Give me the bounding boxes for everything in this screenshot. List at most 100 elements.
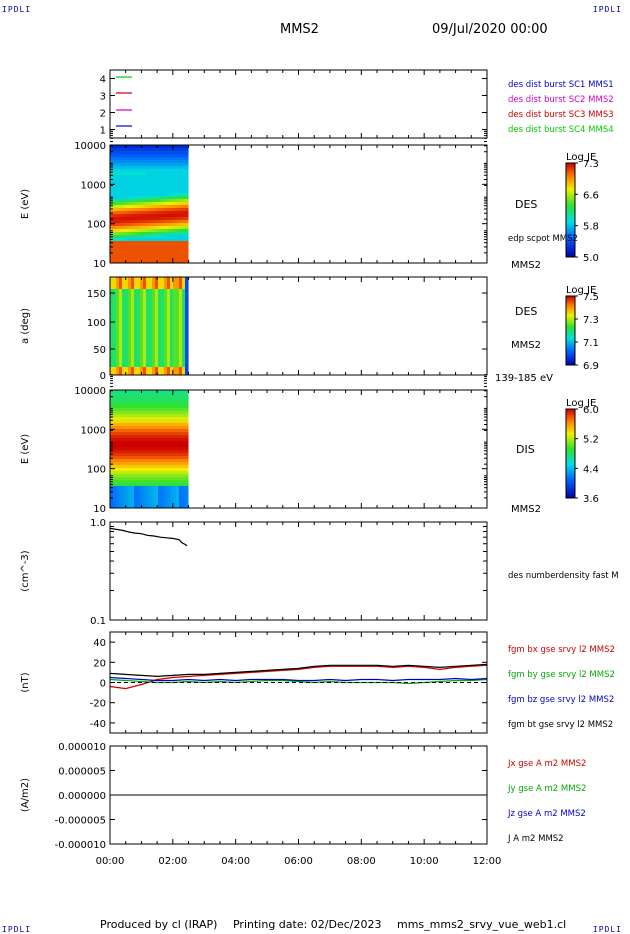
heatmap-cell — [140, 498, 143, 501]
heatmap-cell — [167, 420, 170, 423]
heatmap-cell — [158, 292, 161, 295]
heatmap-cell — [134, 277, 137, 280]
heatmap-cell — [140, 495, 143, 498]
heatmap-cell — [110, 319, 113, 322]
heatmap-cell — [185, 244, 188, 247]
heatmap-cell — [137, 337, 140, 340]
heatmap-cell — [188, 447, 189, 450]
heatmap-cell — [182, 471, 185, 474]
heatmap-cell — [110, 181, 113, 184]
heatmap-cell — [170, 432, 173, 435]
heatmap-cell — [137, 450, 140, 453]
heatmap-cell — [110, 456, 113, 459]
heatmap-cell — [122, 157, 125, 160]
heatmap-cell — [179, 244, 182, 247]
heatmap-cell — [173, 393, 176, 396]
heatmap-cell — [185, 435, 188, 438]
heatmap-cell — [125, 396, 128, 399]
heatmap-cell — [170, 504, 173, 507]
heatmap-cell — [155, 429, 158, 432]
heatmap-cell — [137, 301, 140, 304]
heatmap-cell — [134, 223, 137, 226]
heatmap-cell — [137, 208, 140, 211]
heatmap-cell — [149, 301, 152, 304]
heatmap-cell — [134, 196, 137, 199]
heatmap-cell — [137, 432, 140, 435]
heatmap-cell — [188, 151, 189, 154]
heatmap-cell — [140, 337, 143, 340]
heatmap-cell — [110, 289, 113, 292]
heatmap-cell — [113, 346, 116, 349]
heatmap-cell — [149, 199, 152, 202]
heatmap-cell — [143, 178, 146, 181]
heatmap-cell — [122, 453, 125, 456]
heatmap-cell — [152, 301, 155, 304]
heatmap-cell — [167, 211, 170, 214]
heatmap-cell — [134, 235, 137, 238]
heatmap-cell — [110, 208, 113, 211]
heatmap-cell — [182, 331, 185, 334]
heatmap-cell — [182, 187, 185, 190]
heatmap-cell — [158, 432, 161, 435]
heatmap-cell — [164, 325, 167, 328]
heatmap-cell — [122, 202, 125, 205]
heatmap-cell — [122, 319, 125, 322]
heatmap-cell — [185, 289, 188, 292]
heatmap-cell — [176, 444, 179, 447]
heatmap-cell — [182, 361, 185, 364]
heatmap-cell — [131, 304, 134, 307]
heatmap-cell — [149, 217, 152, 220]
heatmap-cell — [137, 498, 140, 501]
heatmap-cell — [137, 319, 140, 322]
y-tick-label: 0.000005 — [58, 767, 106, 778]
heatmap-cell — [164, 187, 167, 190]
heatmap-cell — [167, 480, 170, 483]
heatmap-cell — [179, 504, 182, 507]
heatmap-cell — [119, 355, 122, 358]
heatmap-cell — [128, 277, 131, 280]
heatmap-cell — [116, 253, 119, 256]
heatmap-cell — [119, 456, 122, 459]
heatmap-cell — [149, 468, 152, 471]
heatmap-cell — [161, 244, 164, 247]
heatmap-cell — [146, 486, 149, 489]
heatmap-cell — [143, 256, 146, 259]
heatmap-cell — [176, 160, 179, 163]
heatmap-cell — [179, 292, 182, 295]
y-tick-label: 100 — [87, 220, 106, 231]
heatmap-cell — [143, 196, 146, 199]
heatmap-cell — [125, 154, 128, 157]
heatmap-cell — [110, 205, 113, 208]
heatmap-cell — [170, 367, 173, 370]
heatmap-cell — [170, 259, 173, 262]
heatmap-cell — [176, 349, 179, 352]
heatmap-cell — [122, 211, 125, 214]
heatmap-cell — [146, 301, 149, 304]
heatmap-cell — [152, 175, 155, 178]
heatmap-cell — [164, 190, 167, 193]
heatmap-cell — [161, 414, 164, 417]
heatmap-cell — [137, 492, 140, 495]
heatmap-cell — [146, 408, 149, 411]
heatmap-cell — [152, 307, 155, 310]
heatmap-cell — [140, 462, 143, 465]
heatmap-cell — [167, 411, 170, 414]
heatmap-cell — [113, 175, 116, 178]
heatmap-cell — [116, 456, 119, 459]
heatmap-cell — [131, 157, 134, 160]
heatmap-cell — [128, 432, 131, 435]
heatmap-cell — [116, 462, 119, 465]
heatmap-cell — [182, 157, 185, 160]
heatmap-cell — [164, 154, 167, 157]
heatmap-cell — [137, 399, 140, 402]
heatmap-cell — [158, 295, 161, 298]
heatmap-cell — [110, 402, 113, 405]
heatmap-cell — [182, 459, 185, 462]
legend-entry: des dist burst SC1 MMS1 — [508, 80, 614, 90]
heatmap-cell — [155, 289, 158, 292]
heatmap-cell — [152, 235, 155, 238]
heatmap-cell — [131, 166, 134, 169]
heatmap-cell — [113, 420, 116, 423]
heatmap-cell — [161, 160, 164, 163]
heatmap-cell — [161, 498, 164, 501]
